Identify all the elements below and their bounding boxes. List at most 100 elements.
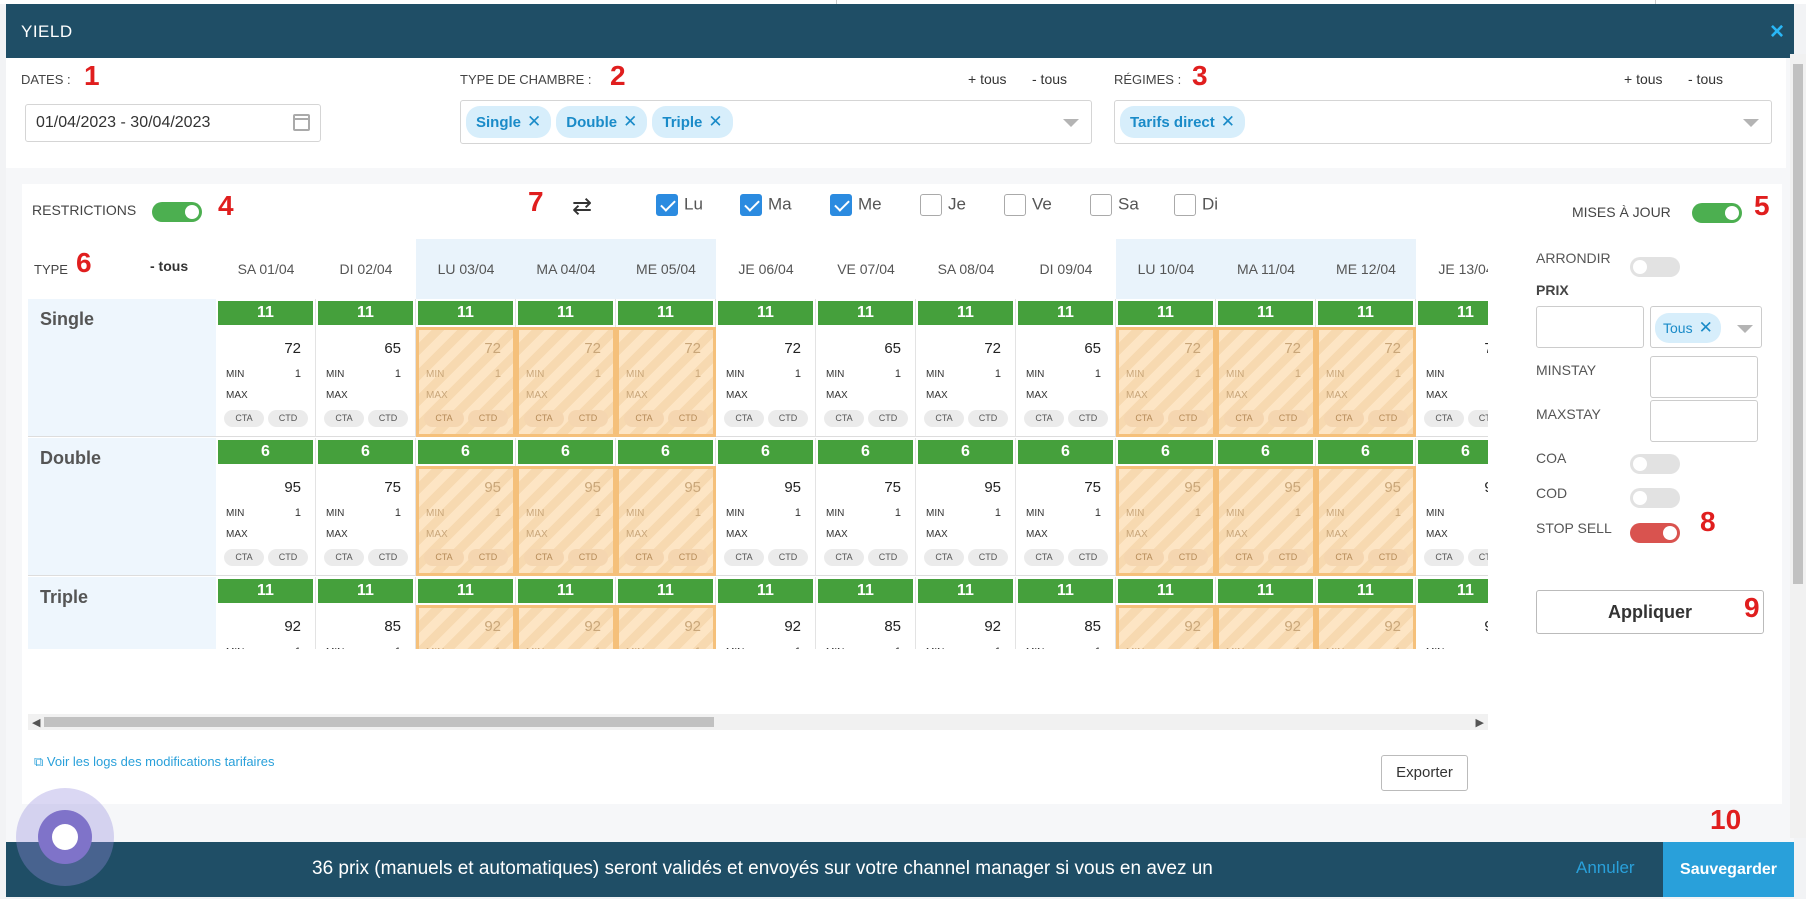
min-value[interactable]: 1 xyxy=(1395,646,1401,649)
min-value[interactable]: 1 xyxy=(1194,507,1201,519)
swap-arrows-icon[interactable]: ⇄ xyxy=(572,193,593,220)
cta-pill[interactable]: CTA xyxy=(1224,410,1264,427)
checkbox-icon[interactable] xyxy=(1090,194,1112,216)
day-checkbox-lu[interactable]: Lu xyxy=(656,194,703,216)
min-value[interactable]: 1 xyxy=(1094,368,1101,380)
ctd-pill[interactable]: CTD xyxy=(768,410,808,427)
ctd-pill[interactable]: CTD xyxy=(1368,410,1408,427)
price-value[interactable]: 92 xyxy=(584,618,601,635)
availability-value[interactable]: 11 xyxy=(1318,301,1413,325)
cta-pill[interactable]: CTA xyxy=(424,549,464,566)
rate-cell[interactable]: 1192MIN1MAXCTACTD xyxy=(616,577,716,649)
checkbox-icon[interactable] xyxy=(740,194,762,216)
ctd-pill[interactable]: CTD xyxy=(668,410,708,427)
cta-pill[interactable]: CTA xyxy=(1024,549,1064,566)
apply-button[interactable]: Appliquer xyxy=(1536,590,1764,634)
date-range-input[interactable]: 01/04/2023 - 30/04/2023 xyxy=(25,104,321,142)
save-button[interactable]: Sauvegarder xyxy=(1663,842,1794,897)
rate-cell[interactable]: 1192MIN1MAXCTACTD xyxy=(716,577,816,649)
availability-value[interactable]: 11 xyxy=(518,301,613,325)
remove-tag-icon[interactable]: ✕ xyxy=(1698,318,1713,337)
availability-value[interactable]: 11 xyxy=(1218,301,1313,325)
min-value[interactable]: 1 xyxy=(795,646,801,649)
cod-toggle[interactable] xyxy=(1630,488,1680,508)
min-value[interactable]: 1 xyxy=(1195,646,1201,649)
availability-value[interactable]: 6 xyxy=(1018,440,1113,464)
cta-pill[interactable]: CTA xyxy=(1124,549,1164,566)
ctd-pill[interactable]: CTD xyxy=(1468,549,1488,566)
cta-pill[interactable]: CTA xyxy=(724,410,764,427)
vertical-scrollbar[interactable] xyxy=(1790,54,1806,838)
min-value[interactable]: 1 xyxy=(595,646,601,649)
availability-value[interactable]: 11 xyxy=(918,579,1013,603)
day-checkbox-di[interactable]: Di xyxy=(1174,194,1218,216)
chevron-down-icon[interactable] xyxy=(1737,325,1753,333)
availability-value[interactable]: 11 xyxy=(1118,301,1213,325)
min-value[interactable]: 1 xyxy=(894,507,901,519)
logs-link[interactable]: ⧉ Voir les logs des modifications tarifa… xyxy=(34,754,275,769)
cta-pill[interactable]: CTA xyxy=(324,549,364,566)
availability-value[interactable]: 11 xyxy=(218,579,313,603)
min-value[interactable]: 1 xyxy=(994,507,1001,519)
price-value[interactable]: 92 xyxy=(1484,618,1488,635)
availability-value[interactable]: 11 xyxy=(1018,579,1113,603)
price-value[interactable]: 72 xyxy=(784,340,801,357)
rate-cell[interactable]: 1192MIN1MAXCTACTD xyxy=(916,577,1016,649)
scroll-thumb[interactable] xyxy=(44,717,714,727)
cancel-button[interactable]: Annuler xyxy=(1576,858,1635,877)
restrictions-toggle[interactable] xyxy=(152,202,202,222)
cta-pill[interactable]: CTA xyxy=(1424,410,1464,427)
ctd-pill[interactable]: CTD xyxy=(768,549,808,566)
scroll-right-icon[interactable]: ▶ xyxy=(1475,717,1484,729)
rate-cell[interactable]: 1192MIN1MAXCTACTD xyxy=(216,577,316,649)
close-icon[interactable]: × xyxy=(1769,18,1784,45)
scroll-left-icon[interactable]: ◀ xyxy=(32,717,41,729)
ctd-pill[interactable]: CTD xyxy=(568,549,608,566)
price-value[interactable]: 85 xyxy=(1084,618,1101,635)
min-value[interactable]: 1 xyxy=(995,646,1001,649)
cta-pill[interactable]: CTA xyxy=(524,549,564,566)
availability-value[interactable]: 6 xyxy=(418,440,513,464)
price-value[interactable]: 75 xyxy=(884,479,901,496)
day-checkbox-me[interactable]: Me xyxy=(830,194,882,216)
cta-pill[interactable]: CTA xyxy=(1124,410,1164,427)
rate-cell[interactable]: 6 75 MIN 1 MAX CTA CTD xyxy=(316,438,416,576)
availability-value[interactable]: 11 xyxy=(718,579,813,603)
cta-pill[interactable]: CTA xyxy=(724,549,764,566)
maxstay-input[interactable] xyxy=(1650,400,1758,442)
ctd-pill[interactable]: CTD xyxy=(1068,549,1108,566)
availability-value[interactable]: 11 xyxy=(1318,579,1413,603)
availability-value[interactable]: 11 xyxy=(418,301,513,325)
checkbox-icon[interactable] xyxy=(1174,194,1196,216)
price-value[interactable]: 92 xyxy=(284,618,301,635)
min-value[interactable]: 1 xyxy=(394,507,401,519)
ctd-pill[interactable]: CTD xyxy=(468,410,508,427)
min-value[interactable]: 1 xyxy=(294,507,301,519)
availability-value[interactable]: 6 xyxy=(618,440,713,464)
cta-pill[interactable]: CTA xyxy=(224,549,264,566)
cta-pill[interactable]: CTA xyxy=(624,549,664,566)
availability-value[interactable]: 11 xyxy=(818,579,913,603)
price-value[interactable]: 95 xyxy=(1284,479,1301,496)
remove-tag-icon[interactable]: ✕ xyxy=(527,112,542,131)
cta-pill[interactable]: CTA xyxy=(1324,549,1364,566)
availability-value[interactable]: 11 xyxy=(1118,579,1213,603)
vertical-scroll-thumb[interactable] xyxy=(1793,64,1803,584)
min-value[interactable]: 1 xyxy=(295,646,301,649)
availability-value[interactable]: 11 xyxy=(818,301,913,325)
price-value[interactable]: 92 xyxy=(1184,618,1201,635)
price-value[interactable]: 95 xyxy=(484,479,501,496)
cta-pill[interactable]: CTA xyxy=(224,410,264,427)
regimes-minus-all[interactable]: - tous xyxy=(1688,71,1724,87)
rate-cell[interactable]: 1192MIN1MAXCTACTD xyxy=(1316,577,1416,649)
rate-cell[interactable]: 1192MIN1MAXCTACTD xyxy=(1216,577,1316,649)
min-value[interactable]: 1 xyxy=(794,368,801,380)
cta-pill[interactable]: CTA xyxy=(424,410,464,427)
price-value[interactable]: 72 xyxy=(1184,340,1201,357)
